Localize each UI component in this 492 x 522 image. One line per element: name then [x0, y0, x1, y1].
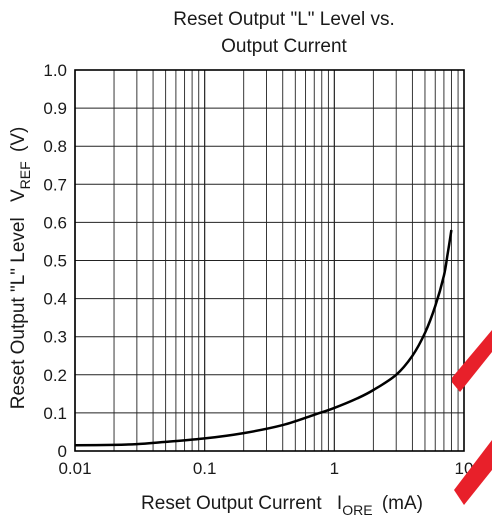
y-tick-label: 0.2: [43, 366, 67, 385]
chart-title-line-2: Output Current: [221, 36, 347, 57]
series-line: [74, 229, 453, 447]
x-tick-label: 1: [330, 459, 339, 478]
chart-title-line-1: Reset Output "L" Level vs.: [173, 9, 395, 30]
x-axis-label-main: Reset Output Current: [141, 493, 322, 514]
y-tick-label: 1.0: [43, 61, 67, 80]
y-tick-label: 0.1: [43, 404, 67, 423]
y-axis-label-unit: (V): [8, 127, 29, 152]
x-axis-label-unit: (mA): [382, 493, 423, 514]
y-tick-label: 0: [58, 442, 67, 461]
y-axis-label: Reset Output "L" Level VREF (V): [8, 127, 35, 410]
y-axis-label-symbol: V: [8, 189, 29, 202]
x-tick-labels: 0.01 0.1 1 10: [58, 459, 473, 478]
y-tick-label: 0.8: [43, 137, 67, 156]
x-axis-label-symbol: I: [337, 493, 342, 514]
y-tick-label: 0.3: [43, 328, 67, 347]
plot-frame: [74, 69, 465, 452]
y-axis-label-main: Reset Output "L" Level: [8, 217, 29, 409]
x-tick-label: 0.1: [193, 459, 217, 478]
y-tick-labels: 0 0.1 0.2 0.3 0.4 0.5 0.6 0.7 0.8 0.9 1.0: [43, 61, 67, 461]
y-tick-label: 0.4: [43, 290, 67, 309]
y-tick-label: 0.9: [43, 99, 67, 118]
watermark-stripe-2: [454, 440, 492, 505]
watermark-logo: [452, 330, 492, 522]
y-tick-label: 0.5: [43, 252, 67, 271]
grid: [74, 69, 464, 452]
x-axis-label: Reset Output Current IORE (mA): [141, 493, 423, 520]
y-tick-label: 0.6: [43, 213, 67, 232]
y-axis-label-subscript: REF: [17, 161, 33, 189]
x-axis-label-subscript: ORE: [342, 502, 372, 518]
x-tick-label: 0.01: [58, 459, 91, 478]
watermark-stripe: [452, 330, 492, 392]
y-tick-label: 0.7: [43, 175, 67, 194]
